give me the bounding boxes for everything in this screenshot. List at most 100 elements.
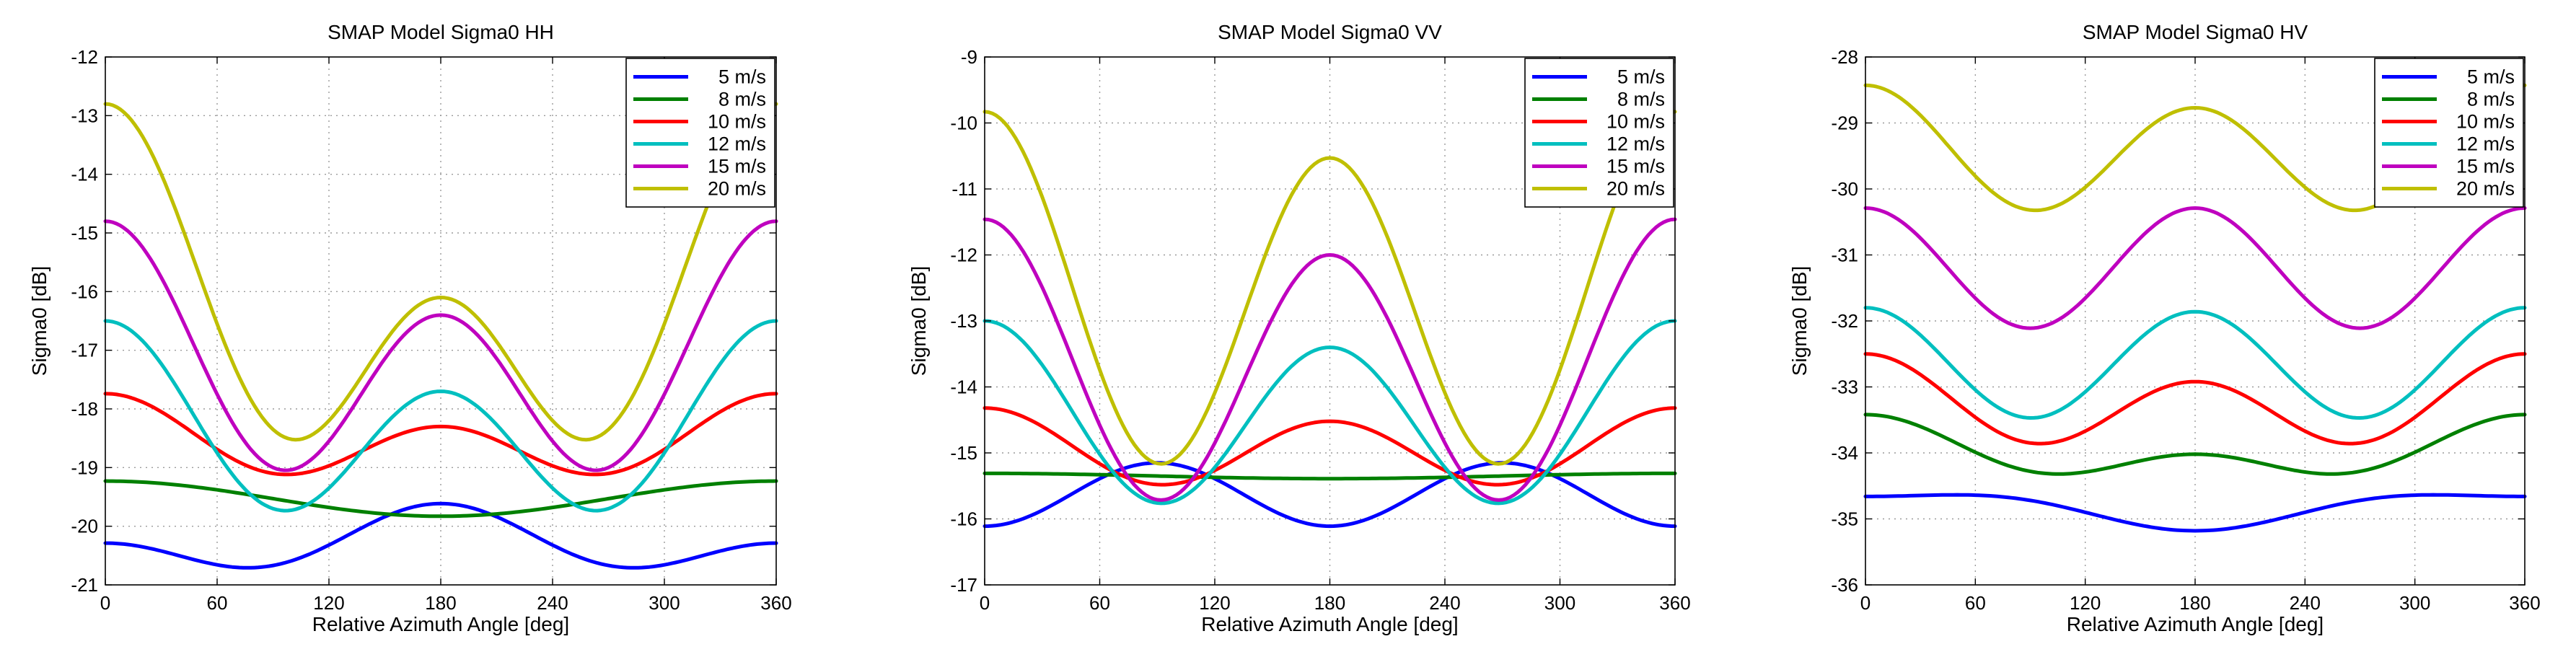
y-tick-label: -15 bbox=[71, 222, 98, 244]
legend-entry: 12 m/s bbox=[708, 133, 766, 155]
x-tick-label: 0 bbox=[1860, 592, 1871, 614]
y-axis-label: Sigma0 [dB] bbox=[907, 266, 930, 376]
x-tick-label: 240 bbox=[2290, 592, 2321, 614]
y-tick-label: -13 bbox=[71, 105, 98, 126]
legend-entry: 10 m/s bbox=[2456, 111, 2515, 133]
series-line bbox=[1863, 206, 2527, 330]
series-line bbox=[103, 501, 778, 570]
y-tick-label: -28 bbox=[1831, 46, 1858, 68]
series-line bbox=[983, 110, 1677, 466]
x-tick-label: 180 bbox=[1314, 592, 1345, 614]
series-line bbox=[103, 392, 778, 477]
y-tick-label: -18 bbox=[71, 398, 98, 420]
y-tick-label: -36 bbox=[1831, 574, 1858, 596]
chart-panel-hv: SMAP Model Sigma0 HV 0 60 120 180 240 300 360 -… bbox=[1788, 21, 2541, 635]
x-axis-label: Relative Azimuth Angle [deg] bbox=[1201, 613, 1458, 635]
legend-entry: 12 m/s bbox=[1606, 133, 1665, 155]
series-line bbox=[1863, 413, 2527, 476]
y-tick-label: -30 bbox=[1831, 178, 1858, 200]
series-line bbox=[983, 461, 1677, 529]
legend-box bbox=[625, 58, 775, 208]
y-tick-label: -31 bbox=[1831, 244, 1858, 266]
y-tick-label: -17 bbox=[71, 340, 98, 361]
x-tick-label: 60 bbox=[1965, 592, 1986, 614]
y-tick-label: -12 bbox=[71, 46, 98, 68]
x-tick-label: 0 bbox=[980, 592, 990, 614]
x-tick-label: 300 bbox=[649, 592, 680, 614]
x-tick-label: 360 bbox=[760, 592, 791, 614]
x-tick-label: 60 bbox=[1089, 592, 1110, 614]
y-tick-label: -35 bbox=[1831, 508, 1858, 530]
x-tick-label: 180 bbox=[425, 592, 456, 614]
series-line bbox=[983, 319, 1677, 506]
series-line bbox=[1863, 493, 2527, 533]
legend-entry: 20 m/s bbox=[708, 178, 766, 200]
x-tick-label: 240 bbox=[1429, 592, 1460, 614]
chart-panel-vv: SMAP Model Sigma0 VV 0 60 120 180 240 300 360 -… bbox=[907, 21, 1691, 635]
x-tick-label: 360 bbox=[1659, 592, 1690, 614]
legend-entry: 5 m/s bbox=[1617, 66, 1665, 88]
y-tick-label: -17 bbox=[950, 574, 977, 596]
chart-title: SMAP Model Sigma0 HH bbox=[328, 21, 554, 43]
x-tick-label: 360 bbox=[2509, 592, 2540, 614]
y-tick-label: -14 bbox=[71, 164, 98, 185]
legend-entry: 8 m/s bbox=[1617, 89, 1665, 110]
chart-title: SMAP Model Sigma0 HV bbox=[2083, 21, 2308, 43]
series-line bbox=[1863, 306, 2527, 420]
y-tick-label: -29 bbox=[1831, 113, 1858, 134]
x-tick-label: 0 bbox=[100, 592, 110, 614]
x-tick-label: 60 bbox=[207, 592, 228, 614]
x-tick-label: 240 bbox=[537, 592, 568, 614]
legend-entry: 20 m/s bbox=[1606, 178, 1665, 200]
chart-panel-hh: SMAP Model Sigma0 HH 0 60 120 180 240 300 360 -… bbox=[28, 21, 792, 635]
y-tick-label: -32 bbox=[1831, 310, 1858, 332]
x-tick-label: 120 bbox=[1199, 592, 1230, 614]
x-axis-label: Relative Azimuth Angle [deg] bbox=[312, 613, 569, 635]
series-line bbox=[983, 217, 1677, 502]
series-line bbox=[103, 479, 778, 519]
y-tick-label: -11 bbox=[951, 178, 977, 200]
legend-box bbox=[1524, 58, 1674, 208]
y-tick-label: -14 bbox=[950, 376, 977, 398]
series-line bbox=[103, 102, 778, 442]
legend-entry: 20 m/s bbox=[2456, 178, 2515, 200]
legend-entry: 12 m/s bbox=[2456, 133, 2515, 155]
x-tick-label: 120 bbox=[2070, 592, 2101, 614]
legend-entry: 8 m/s bbox=[2467, 89, 2515, 110]
legend: 5 m/s 8 m/s 10 m/s 12 m/s 15 m/s 20 m/s bbox=[1524, 58, 1674, 208]
legend-entry: 15 m/s bbox=[1606, 156, 1665, 177]
legend-entry: 5 m/s bbox=[718, 66, 766, 88]
y-tick-label: -33 bbox=[1831, 376, 1858, 398]
legend-entry: 15 m/s bbox=[708, 156, 766, 177]
series-line bbox=[1863, 352, 2527, 446]
y-tick-label: -12 bbox=[950, 244, 977, 266]
legend-entry: 8 m/s bbox=[718, 89, 766, 110]
x-axis-label: Relative Azimuth Angle [deg] bbox=[2067, 613, 2324, 635]
y-tick-label: -19 bbox=[71, 457, 98, 478]
legend-entry: 10 m/s bbox=[708, 111, 766, 133]
x-tick-label: 300 bbox=[1544, 592, 1575, 614]
legend: 5 m/s 8 m/s 10 m/s 12 m/s 15 m/s 20 m/s bbox=[2374, 58, 2524, 208]
x-tick-label: 120 bbox=[313, 592, 344, 614]
y-tick-label: -20 bbox=[71, 516, 98, 537]
series-line bbox=[983, 406, 1677, 487]
x-tick-label: 300 bbox=[2399, 592, 2430, 614]
y-axis-label: Sigma0 [dB] bbox=[1788, 266, 1811, 376]
chart-title: SMAP Model Sigma0 VV bbox=[1218, 21, 1442, 43]
legend: 5 m/s 8 m/s 10 m/s 12 m/s 15 m/s 20 m/s bbox=[625, 58, 775, 208]
series-line bbox=[103, 219, 778, 472]
y-tick-label: -10 bbox=[950, 113, 977, 134]
x-tick-label: 180 bbox=[2179, 592, 2210, 614]
y-tick-label: -13 bbox=[950, 310, 977, 332]
y-tick-label: -21 bbox=[71, 574, 98, 596]
y-tick-label: -34 bbox=[1831, 442, 1858, 464]
y-tick-label: -9 bbox=[961, 46, 977, 68]
y-tick-label: -16 bbox=[950, 508, 977, 530]
series-line bbox=[103, 319, 778, 513]
y-axis-label: Sigma0 [dB] bbox=[28, 266, 50, 376]
legend-entry: 15 m/s bbox=[2456, 156, 2515, 177]
legend-box bbox=[2374, 58, 2524, 208]
legend-entry: 10 m/s bbox=[1606, 111, 1665, 133]
legend-entry: 5 m/s bbox=[2467, 66, 2515, 88]
